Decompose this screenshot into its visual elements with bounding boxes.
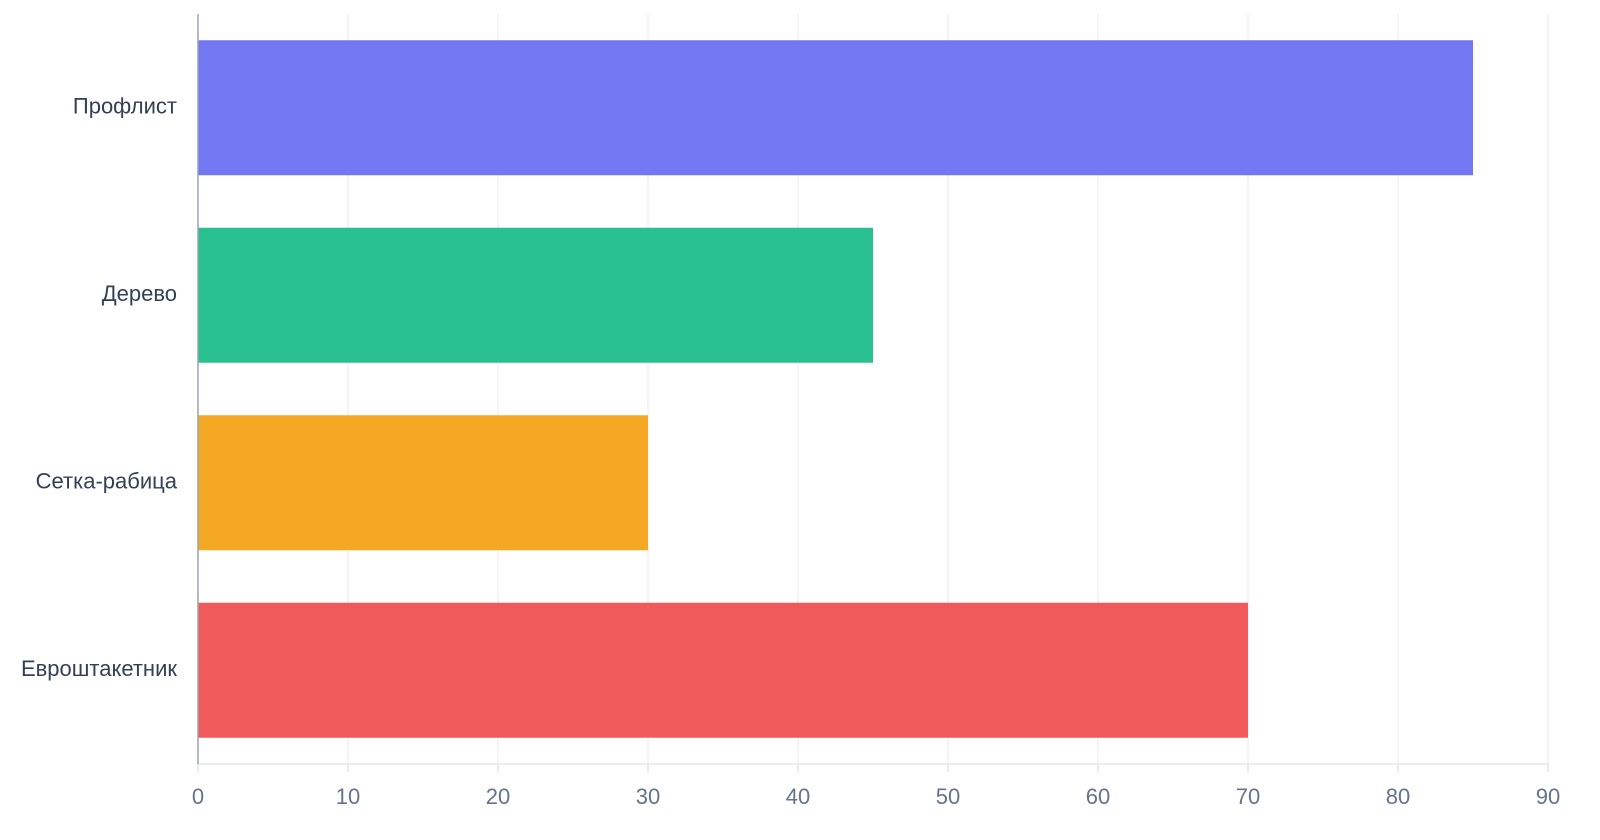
x-tick-label: 40 bbox=[786, 784, 810, 809]
x-tick-label: 0 bbox=[192, 784, 204, 809]
x-tick-label: 20 bbox=[486, 784, 510, 809]
x-tick-label: 80 bbox=[1386, 784, 1410, 809]
x-tick-label: 60 bbox=[1086, 784, 1110, 809]
x-tick-label: 90 bbox=[1536, 784, 1560, 809]
bar bbox=[198, 602, 1248, 738]
bar bbox=[198, 227, 873, 363]
x-tick-label: 10 bbox=[336, 784, 360, 809]
y-tick-label: Сетка-рабица bbox=[36, 469, 178, 494]
y-tick-label: Евроштакетник bbox=[21, 656, 177, 681]
y-tick-label: Профлист bbox=[73, 94, 177, 119]
x-tick-label: 50 bbox=[936, 784, 960, 809]
bar bbox=[198, 415, 648, 551]
bar bbox=[198, 40, 1473, 176]
x-tick-label: 30 bbox=[636, 784, 660, 809]
y-tick-label: Дерево bbox=[102, 281, 177, 306]
x-tick-label: 70 bbox=[1236, 784, 1260, 809]
